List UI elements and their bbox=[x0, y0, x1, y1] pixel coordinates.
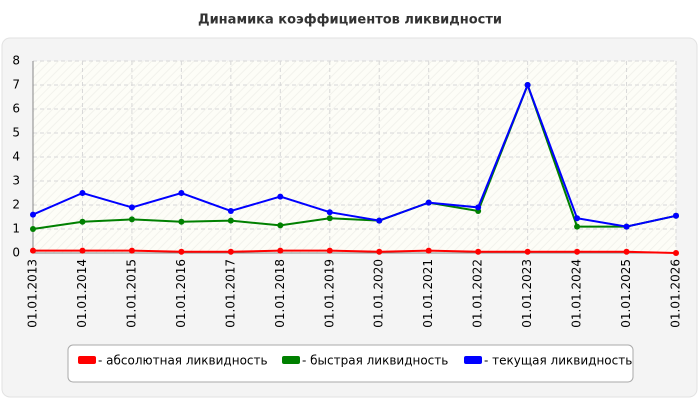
point bbox=[524, 248, 531, 255]
y-tick-label: 5 bbox=[12, 126, 20, 140]
point bbox=[277, 247, 284, 254]
point bbox=[178, 190, 185, 196]
y-tick-label: 3 bbox=[12, 174, 20, 188]
legend-label: - абсолютная ликвидность bbox=[98, 354, 268, 368]
point bbox=[227, 217, 234, 224]
y-tick-label: 1 bbox=[12, 222, 20, 236]
x-tick-label: 01.01.2014 bbox=[75, 259, 89, 328]
point bbox=[623, 223, 630, 230]
x-tick-label: 01.01.2013 bbox=[26, 259, 40, 328]
legend-label: - быстрая ликвидность bbox=[302, 354, 448, 368]
point bbox=[574, 223, 581, 230]
point bbox=[227, 248, 234, 255]
legend-swatch bbox=[282, 356, 300, 364]
point bbox=[79, 190, 86, 196]
point bbox=[673, 212, 679, 219]
y-tick-label: 4 bbox=[12, 150, 20, 164]
point bbox=[178, 218, 185, 225]
y-tick-label: 8 bbox=[12, 54, 20, 68]
point bbox=[475, 248, 482, 255]
x-tick-label: 01.01.2024 bbox=[570, 259, 584, 328]
x-tick-label: 01.01.2015 bbox=[124, 259, 138, 328]
point bbox=[376, 217, 383, 224]
y-tick-label: 7 bbox=[12, 78, 20, 92]
point bbox=[574, 248, 581, 255]
series-line bbox=[32, 82, 677, 230]
point bbox=[376, 248, 383, 255]
y-tick-label: 2 bbox=[12, 198, 20, 212]
x-tick-label: 01.01.2016 bbox=[174, 259, 188, 328]
legend bbox=[67, 344, 634, 383]
point bbox=[79, 218, 86, 225]
point bbox=[277, 222, 284, 229]
legend-label: - текущая ликвидность bbox=[484, 354, 632, 368]
point bbox=[326, 247, 333, 254]
point bbox=[574, 215, 581, 222]
x-tick-label: 01.01.2021 bbox=[421, 259, 435, 328]
point bbox=[623, 248, 630, 255]
point bbox=[178, 248, 185, 255]
point bbox=[524, 82, 531, 88]
point bbox=[128, 216, 135, 223]
point bbox=[425, 199, 432, 206]
point bbox=[227, 208, 234, 214]
legend-swatch bbox=[464, 356, 482, 364]
point bbox=[30, 211, 36, 218]
x-tick-label: 01.01.2017 bbox=[223, 259, 237, 328]
point bbox=[128, 247, 135, 254]
point bbox=[673, 250, 679, 256]
x-tick-label: 01.01.2026 bbox=[669, 259, 683, 328]
x-tick-label: 01.01.2025 bbox=[619, 259, 633, 328]
series-line bbox=[33, 249, 677, 254]
point bbox=[79, 247, 86, 254]
x-tick-label: 01.01.2019 bbox=[322, 259, 336, 328]
point bbox=[475, 204, 482, 211]
y-tick-label: 6 bbox=[12, 102, 20, 116]
y-tick-label: 0 bbox=[12, 246, 20, 260]
point bbox=[30, 226, 36, 232]
x-tick-label: 01.01.2018 bbox=[273, 259, 287, 328]
point bbox=[128, 204, 135, 211]
point bbox=[326, 215, 333, 222]
point bbox=[277, 193, 284, 200]
x-tick-label: 01.01.2022 bbox=[471, 259, 485, 328]
x-tick-label: 01.01.2023 bbox=[520, 259, 534, 328]
x-tick-label: 01.01.2020 bbox=[372, 259, 386, 328]
chart-title: Динамика коэффициентов ликвидности bbox=[198, 13, 502, 28]
series-line bbox=[32, 82, 677, 228]
point bbox=[326, 209, 333, 216]
point bbox=[425, 247, 432, 254]
legend-swatch bbox=[78, 356, 96, 364]
point bbox=[30, 247, 36, 254]
